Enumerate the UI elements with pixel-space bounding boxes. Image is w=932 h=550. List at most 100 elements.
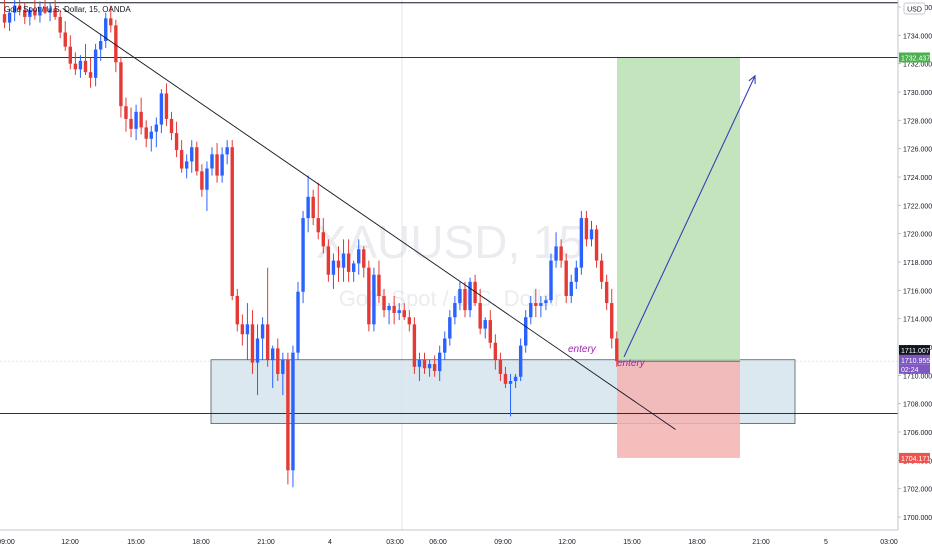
stop-price-tag-background [899,452,930,463]
last-price-tag-background [899,345,930,356]
candle [286,352,290,485]
candle-body [215,154,219,176]
candle-body [453,303,457,318]
currency-badge-frame [903,2,926,15]
candle-body [483,320,487,329]
candle-body [610,303,614,339]
candle [397,303,401,321]
candle [114,19,118,73]
candle-body [448,317,452,339]
candle-body [604,281,609,304]
candle [134,104,138,141]
candle-body [18,5,22,10]
candle [544,296,548,311]
candle-body [503,373,508,384]
candle-body [351,263,356,272]
price-tick-label: 1708.000 [903,402,932,409]
candle-body [2,14,7,23]
candle-body [88,72,93,78]
candle [529,296,533,325]
candle [220,147,224,183]
candle [377,260,381,304]
candle [351,260,356,282]
candle-body [534,303,538,306]
candle-body [149,131,153,139]
time-axis-panel[interactable] [0,530,932,550]
candle [174,121,179,158]
candle-body [164,93,169,119]
candle-body [200,171,204,190]
currency-button[interactable]: USD [903,2,926,15]
candle-body [397,310,401,313]
candle-body [443,338,447,353]
price-tick-label: 1722.000 [903,203,932,210]
target-price-tag: 1732.437 [899,52,930,63]
candle-body [362,249,366,268]
candle [498,352,503,381]
candle [48,2,52,22]
candle [382,288,386,318]
candle [362,246,366,278]
candle-body [296,291,300,353]
candle-body [387,305,391,311]
candle [559,239,563,268]
candlestick-series [2,0,619,488]
candle [205,161,209,211]
candle-body [498,359,503,374]
candle-body [524,317,528,346]
candle-body [53,8,57,17]
stop-loss-zone[interactable] [617,361,740,458]
candle-body [513,376,518,381]
time-tick-label: 15:00 [127,539,145,546]
candle [367,260,371,332]
candle-body [569,281,573,296]
candle [225,140,229,165]
price-tick-label: 1700.000 [903,515,932,522]
candle-body [104,18,108,41]
price-tick-label: 1728.000 [903,118,932,125]
projection-arrow-line[interactable] [623,75,756,358]
candle-body [210,154,214,169]
candle-body [407,317,412,325]
target-price-tag-label: 1732.437 [901,55,930,62]
candle [169,111,174,141]
current-price-tag-background [899,354,930,365]
candle [589,220,594,247]
candle-body [235,296,239,325]
time-tick-label: 12:00 [61,539,79,546]
candle-body [412,324,417,367]
candle-body [139,111,143,128]
entry-annotation-left[interactable]: entery [568,344,597,355]
candle-body [392,305,396,313]
trend-line[interactable] [62,8,676,430]
candle [235,288,239,332]
stop-price-tag-label: 1704.171 [901,456,930,463]
candle [43,0,47,15]
watermark-symbol: XAUUSD, 15 [316,216,584,268]
price-axis-panel[interactable] [898,0,932,550]
take-profit-zone[interactable] [617,57,740,362]
candle [73,52,78,75]
candle-body [134,111,138,129]
symbol-title[interactable]: Gold Spot / U.S. Dollar, 15, OANDA [4,5,131,14]
candle [518,338,523,381]
time-tick-label: 15:00 [623,539,641,546]
candle [534,288,538,318]
watermark-description: Gold Spot / U.S. Dollar [339,286,562,311]
candle-body [144,127,148,139]
candle [154,117,159,148]
candle [124,97,128,132]
time-tick-label: 21:00 [752,539,770,546]
candle [301,211,305,304]
candle-body [205,168,209,190]
candle-body [154,124,159,132]
candle-body [544,300,548,304]
countdown-tag-background [899,364,930,374]
candle-body [554,246,558,261]
candle-body [190,147,194,162]
candle [53,0,57,20]
price-tick-label: 1710.000 [903,373,932,380]
entry-annotation-right[interactable]: entery [617,358,646,369]
time-tick-label: 09:00 [494,539,512,546]
